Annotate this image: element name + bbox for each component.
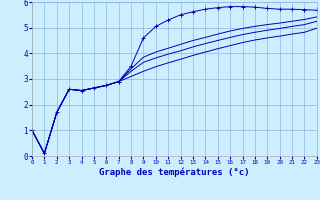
X-axis label: Graphe des températures (°c): Graphe des températures (°c): [99, 168, 250, 177]
